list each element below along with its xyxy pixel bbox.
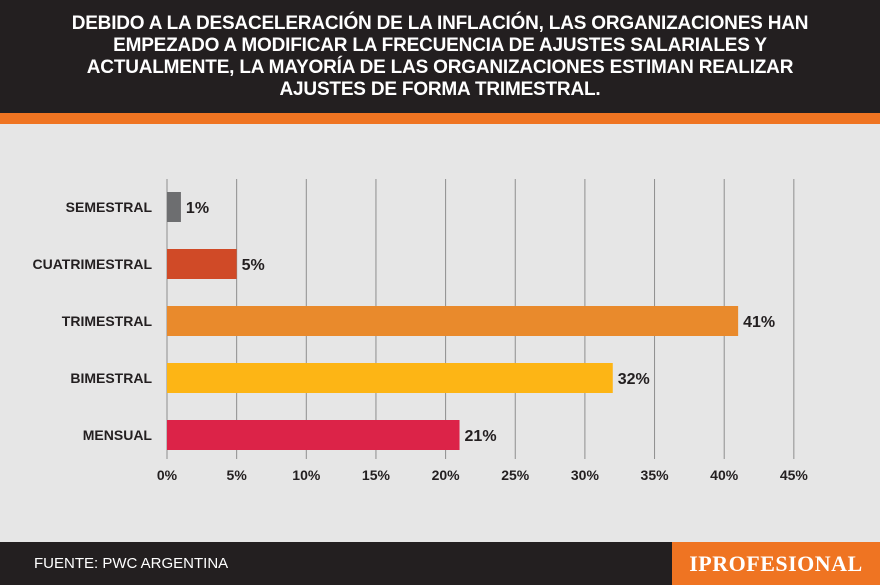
value-label: 32% bbox=[618, 371, 650, 388]
accent-divider bbox=[0, 113, 880, 124]
value-label: 41% bbox=[743, 314, 775, 331]
category-label: CUATRIMESTRAL bbox=[32, 256, 152, 272]
value-label: 1% bbox=[186, 200, 209, 217]
x-tick-label: 0% bbox=[157, 467, 178, 483]
header-banner: DEBIDO A LA DESACELERACIÓN DE LA INFLACI… bbox=[0, 0, 880, 113]
bar bbox=[167, 249, 237, 279]
category-label: MENSUAL bbox=[83, 427, 153, 443]
category-label: BIMESTRAL bbox=[70, 370, 152, 386]
bar bbox=[167, 363, 613, 393]
x-tick-label: 10% bbox=[292, 467, 321, 483]
category-label: SEMESTRAL bbox=[66, 199, 153, 215]
x-tick-label: 35% bbox=[641, 467, 670, 483]
bar bbox=[167, 420, 460, 450]
x-tick-label: 20% bbox=[432, 467, 461, 483]
value-label: 5% bbox=[242, 257, 265, 274]
x-tick-label: 5% bbox=[227, 467, 248, 483]
value-label: 21% bbox=[465, 428, 497, 445]
category-label: TRIMESTRAL bbox=[62, 313, 153, 329]
chart-area: 0% 5% 10% 15% 20% 25% 30% 35% 40% 45% SEMESTRAL 1% C… bbox=[0, 124, 880, 542]
page-title: DEBIDO A LA DESACELERACIÓN DE LA INFLACI… bbox=[71, 12, 809, 100]
labels: 0% 5% 10% 15% 20% 25% 30% 35% 40% 45% SEMESTRAL 1% C… bbox=[32, 199, 808, 483]
bar-chart: 0% 5% 10% 15% 20% 25% 30% 35% 40% 45% SEMESTRAL 1% C… bbox=[32, 179, 808, 483]
x-tick-label: 45% bbox=[780, 467, 809, 483]
x-tick-label: 30% bbox=[571, 467, 600, 483]
x-tick-label: 25% bbox=[501, 467, 530, 483]
bars bbox=[167, 192, 739, 450]
x-tick-label: 40% bbox=[710, 467, 739, 483]
source-text: FUENTE: PWC ARGENTINA bbox=[34, 555, 229, 572]
brand-logo: IPROFESIONAL bbox=[672, 542, 880, 585]
bar bbox=[167, 306, 739, 336]
footer-bar: FUENTE: PWC ARGENTINA IPROFESIONAL bbox=[0, 542, 880, 585]
x-tick-label: 15% bbox=[362, 467, 391, 483]
bar bbox=[167, 192, 181, 222]
